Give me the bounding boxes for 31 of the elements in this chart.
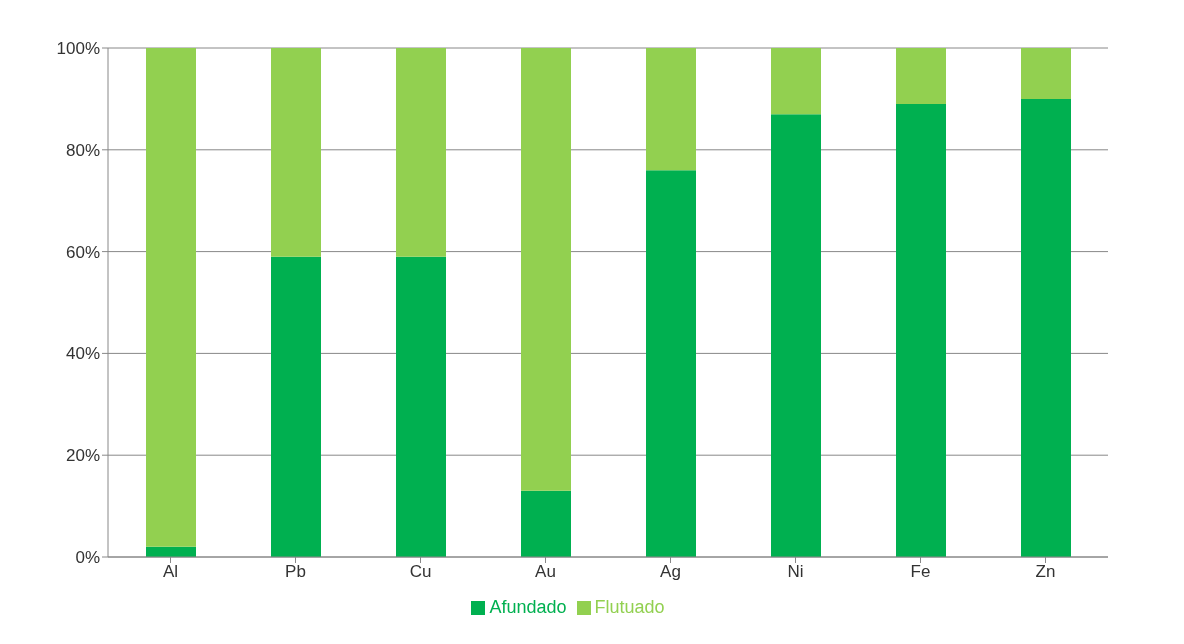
bar [646, 48, 696, 171]
bar [271, 48, 321, 257]
x-tick-label: Ni [787, 562, 804, 582]
legend-label: Flutuado [594, 597, 665, 617]
bar [521, 48, 571, 491]
x-tick-label: Pb [285, 562, 306, 582]
bar [521, 490, 571, 557]
y-tick-label: 20% [65, 446, 100, 466]
x-tick-label: Zn [1035, 562, 1056, 582]
y-tick-label: 40% [65, 344, 100, 364]
bar [1021, 98, 1071, 557]
bar [896, 48, 946, 104]
x-tick-label: Ag [660, 562, 681, 582]
y-tick-label: 80% [65, 140, 100, 160]
bar [771, 114, 821, 557]
bar [396, 256, 446, 557]
bar [896, 103, 946, 557]
x-tick-label: Fe [910, 562, 931, 582]
legend-label: Afundado [489, 597, 567, 617]
y-tick-label: 0% [75, 548, 100, 568]
bar [396, 48, 446, 257]
bar [146, 48, 196, 547]
bar [646, 170, 696, 557]
x-tick-label: Au [535, 562, 556, 582]
x-tick-label: Al [162, 562, 179, 582]
x-tick-label: Cu [409, 562, 432, 582]
y-tick-label: 60% [65, 242, 100, 262]
bar [271, 256, 321, 557]
bar [1021, 48, 1071, 99]
bar [771, 48, 821, 115]
y-tick-label: 100% [56, 39, 100, 59]
